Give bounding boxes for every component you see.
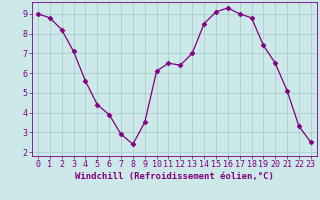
- X-axis label: Windchill (Refroidissement éolien,°C): Windchill (Refroidissement éolien,°C): [75, 172, 274, 181]
